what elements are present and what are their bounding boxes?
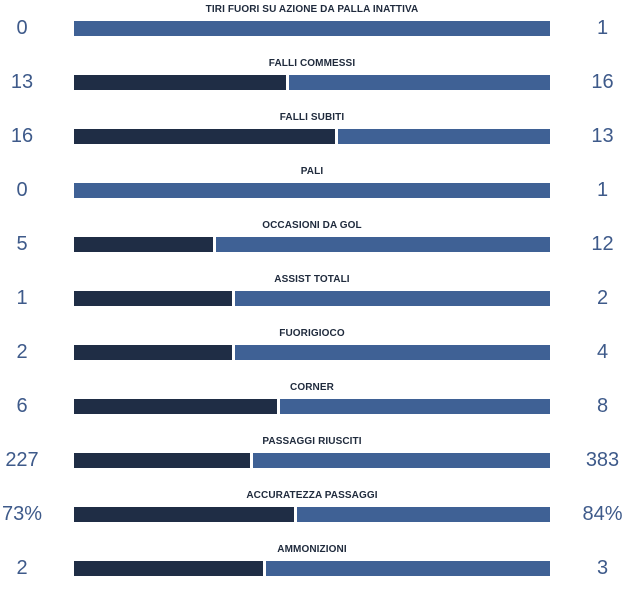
home-value: 16 — [10, 125, 34, 147]
stat-row-occasioni-da-gol: OCCASIONI DA GOL 5 12 — [0, 216, 627, 270]
comparison-bar — [74, 453, 550, 468]
away-bar — [74, 21, 550, 36]
home-value: 13 — [10, 71, 34, 93]
away-value: 16 — [591, 71, 614, 93]
stat-label: PASSAGGI RIUSCITI — [262, 436, 362, 447]
stat-label: ASSIST TOTALI — [274, 274, 350, 285]
home-bar — [74, 237, 213, 252]
away-bar — [235, 291, 550, 306]
home-value: 5 — [16, 233, 28, 255]
home-bar — [74, 291, 232, 306]
away-value: 8 — [596, 395, 609, 417]
stat-label: FALLI COMMESSI — [268, 58, 356, 69]
away-value: 84% — [582, 503, 623, 525]
away-bar — [289, 75, 550, 90]
away-bar — [297, 507, 550, 522]
stat-label: TIRI FUORI SU AZIONE DA PALLA INATTIVA — [205, 4, 419, 15]
home-value: 6 — [16, 395, 28, 417]
home-value: 227 — [5, 449, 39, 471]
home-bar — [74, 453, 250, 468]
away-value: 4 — [596, 341, 609, 363]
away-bar — [216, 237, 550, 252]
away-value: 1 — [596, 17, 609, 39]
stat-label: FALLI SUBITI — [279, 112, 345, 123]
comparison-bar — [74, 561, 550, 576]
stat-row-ammonizioni: AMMONIZIONI 2 3 — [0, 540, 627, 594]
comparison-bar — [74, 183, 550, 198]
away-bar — [266, 561, 550, 576]
comparison-bar — [74, 291, 550, 306]
away-bar — [253, 453, 550, 468]
comparison-bar — [74, 507, 550, 522]
stat-row-passaggi-riusciti: PASSAGGI RIUSCITI 227 383 — [0, 432, 627, 486]
stat-label: AMMONIZIONI — [277, 544, 347, 555]
home-bar — [74, 345, 232, 360]
stat-row-falli-commessi: FALLI COMMESSI 13 16 — [0, 54, 627, 108]
comparison-bar — [74, 21, 550, 36]
home-value: 2 — [16, 557, 28, 579]
home-bar — [74, 129, 335, 144]
comparison-bar — [74, 345, 550, 360]
home-value: 0 — [16, 179, 28, 201]
stat-row-falli-subiti: FALLI SUBITI 16 13 — [0, 108, 627, 162]
home-bar — [74, 507, 294, 522]
home-bar — [74, 75, 286, 90]
away-bar — [74, 183, 550, 198]
home-bar — [74, 561, 263, 576]
comparison-bar — [74, 129, 550, 144]
comparison-bar — [74, 237, 550, 252]
stat-label: FUORIGIOCO — [279, 328, 345, 339]
stat-row-tiri-fuori-palla-inattiva: TIRI FUORI SU AZIONE DA PALLA INATTIVA 0… — [0, 0, 627, 54]
away-value: 2 — [596, 287, 609, 309]
stat-row-fuorigioco: FUORIGIOCO 2 4 — [0, 324, 627, 378]
away-bar — [235, 345, 550, 360]
home-value: 73% — [1, 503, 43, 525]
stat-row-pali: PALI 0 1 — [0, 162, 627, 216]
stat-label: ACCURATEZZA PASSAGGI — [246, 490, 378, 501]
home-bar — [74, 399, 277, 414]
away-bar — [280, 399, 550, 414]
away-bar — [338, 129, 550, 144]
home-value: 2 — [16, 341, 28, 363]
away-value: 12 — [591, 233, 614, 255]
home-value: 0 — [16, 17, 28, 39]
away-value: 3 — [596, 557, 609, 579]
stat-label: CORNER — [290, 382, 334, 393]
stat-label: PALI — [300, 166, 324, 177]
stat-row-assist-totali: ASSIST TOTALI 1 2 — [0, 270, 627, 324]
away-value: 1 — [596, 179, 609, 201]
comparison-bar — [74, 75, 550, 90]
stat-row-accuratezza-passaggi: ACCURATEZZA PASSAGGI 73% 84% — [0, 486, 627, 540]
stat-row-corner: CORNER 6 8 — [0, 378, 627, 432]
home-value: 1 — [16, 287, 28, 309]
away-value: 13 — [591, 125, 614, 147]
away-value: 383 — [585, 449, 620, 471]
comparison-bar — [74, 399, 550, 414]
stat-label: OCCASIONI DA GOL — [262, 220, 362, 231]
